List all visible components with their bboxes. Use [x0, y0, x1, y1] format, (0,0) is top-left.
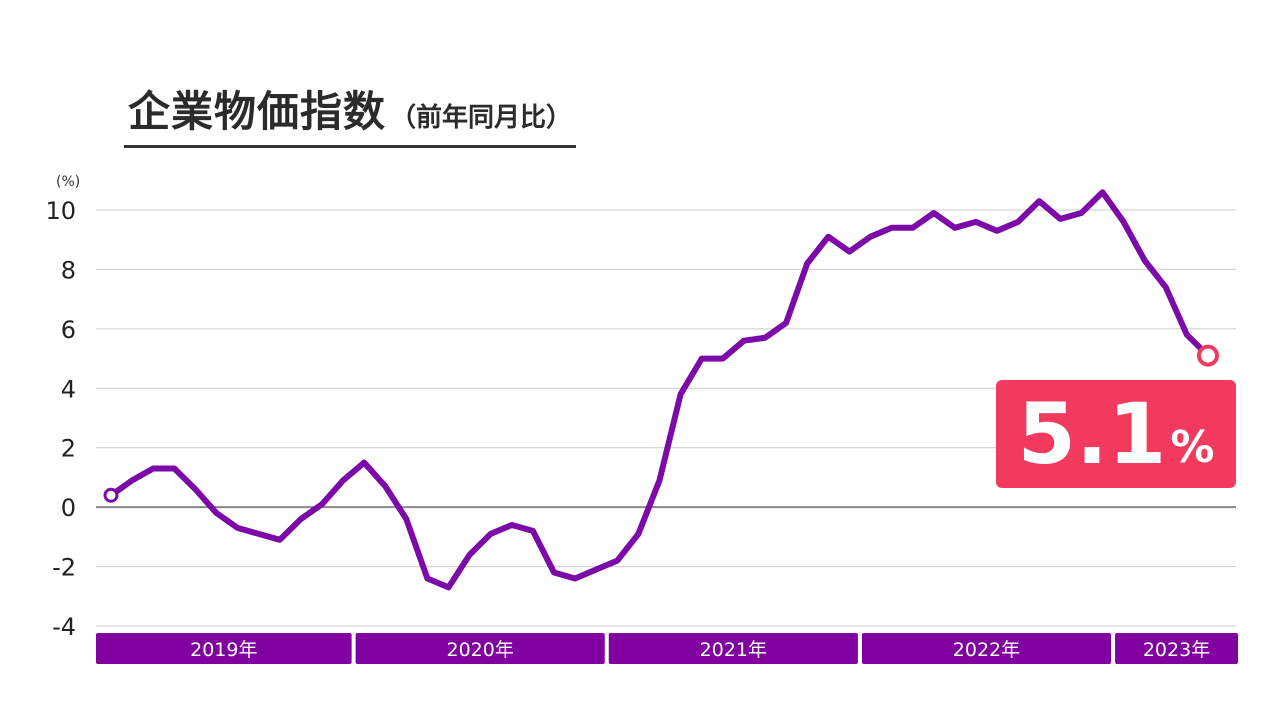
title-main: 企業物価指数: [128, 87, 387, 136]
y-tick-label: 4: [61, 375, 76, 403]
year-band: [861, 633, 1112, 664]
year-label: 2019年: [190, 639, 257, 661]
year-label: 2023年: [1143, 639, 1210, 661]
y-tick-label: 2: [61, 435, 76, 463]
y-tick-label: 10: [45, 197, 76, 225]
year-band: [1115, 633, 1238, 664]
callout-value: 5.1: [1017, 385, 1167, 483]
y-tick-label: 6: [61, 316, 76, 344]
year-label: 2022年: [953, 639, 1020, 661]
y-tick-label: 8: [61, 256, 76, 284]
start-point: [103, 487, 119, 503]
year-band: [355, 633, 605, 664]
year-bands: 2019年 2020年 2021年 2022年 2023年: [96, 633, 1238, 664]
y-axis-ticks: 10 8 6 4 2 0 -2 -4: [45, 197, 76, 641]
chart-title: 企業物価指数 （前年同月比）: [124, 78, 577, 148]
callout-unit: %: [1170, 421, 1215, 473]
end-point: [1197, 344, 1219, 367]
title-sub: （前年同月比）: [390, 103, 573, 133]
year-label: 2020年: [447, 639, 514, 661]
series-line: [108, 189, 1211, 591]
year-label: 2021年: [700, 639, 767, 661]
y-tick-label: 0: [61, 494, 76, 522]
year-band: [608, 633, 858, 664]
unit-label: (%): [56, 174, 80, 190]
latest-value-callout: 5.1%: [996, 380, 1236, 488]
y-tick-label: -2: [52, 554, 76, 582]
year-band: [96, 633, 352, 664]
y-tick-label: -4: [52, 613, 76, 641]
